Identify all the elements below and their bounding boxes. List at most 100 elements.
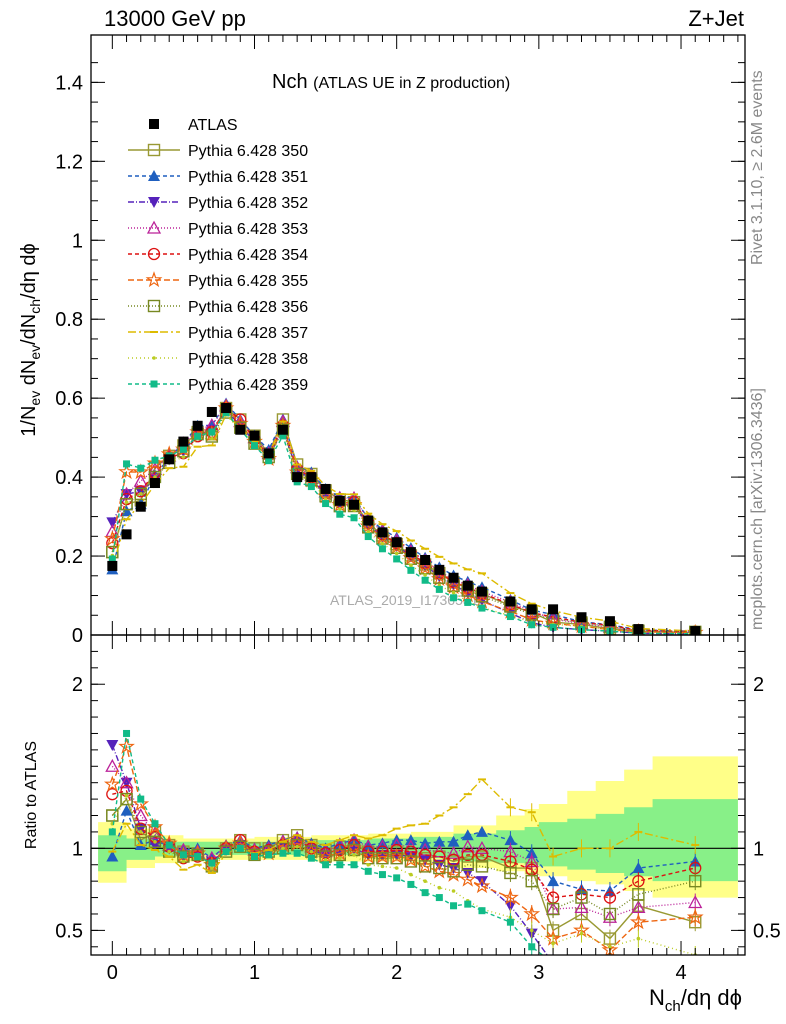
ratio-point xyxy=(120,804,133,816)
atlas-data-point xyxy=(576,612,587,623)
ratio-point xyxy=(692,960,699,967)
legend-marker xyxy=(145,271,163,288)
ratio-point xyxy=(447,835,460,847)
series-point xyxy=(194,432,202,440)
series-point xyxy=(364,533,372,541)
ratio-point xyxy=(523,905,541,922)
ratio-point xyxy=(632,862,645,874)
ratio-point xyxy=(179,851,187,859)
ratio-point xyxy=(251,853,258,861)
series-point xyxy=(463,568,472,571)
ratio-point xyxy=(689,958,701,969)
series-point xyxy=(477,572,486,575)
atlas-data-point xyxy=(107,560,118,571)
series-point xyxy=(435,555,444,558)
atlas-data-point xyxy=(135,501,146,512)
ratio-point xyxy=(148,840,161,852)
ratio-point xyxy=(409,872,413,877)
ratio-point xyxy=(546,902,560,916)
chart-title-sub: (ATLAS UE in Z production) xyxy=(313,75,510,92)
series-point xyxy=(120,505,133,517)
legend-marker xyxy=(152,356,156,360)
ratio-point xyxy=(404,845,418,858)
legend-entry-pythia-6-428-356: Pythia 6.428 356 xyxy=(128,299,308,316)
ratio-point xyxy=(208,859,216,867)
x-tick-label: 2 xyxy=(391,962,402,984)
legend-label: Pythia 6.428 358 xyxy=(188,351,308,368)
ratio-point xyxy=(390,851,403,865)
atlas-data-point xyxy=(434,564,445,575)
ratio-point xyxy=(124,794,129,798)
legend-label: Pythia 6.428 352 xyxy=(188,195,308,212)
series-point xyxy=(322,500,330,508)
legend-label: Pythia 6.428 350 xyxy=(188,143,308,160)
ratio-point xyxy=(525,874,538,888)
legend-entry-pythia-6-428-355: Pythia 6.428 355 xyxy=(128,271,308,290)
ratio-point xyxy=(608,944,612,949)
atlas-data-point xyxy=(405,547,416,558)
series-point xyxy=(366,530,371,534)
series-point xyxy=(307,469,316,472)
legend-marker xyxy=(150,331,158,333)
series-point xyxy=(151,456,159,464)
series-point xyxy=(165,467,174,470)
atlas-data-point xyxy=(604,616,615,627)
ratio-point xyxy=(423,879,427,883)
ratio-point xyxy=(165,855,174,858)
y-tick-label-right: 2 xyxy=(753,674,764,696)
series-point xyxy=(179,465,188,468)
ratio-point xyxy=(550,960,557,967)
series-point xyxy=(378,545,386,553)
ratio-line xyxy=(111,808,696,892)
atlas-data-point xyxy=(221,403,232,414)
legend-marker xyxy=(147,143,161,157)
series-point xyxy=(393,555,401,563)
atlas-data-point xyxy=(548,604,559,615)
atlas-data-point xyxy=(206,406,217,417)
watermark: ATLAS_2019_I1736531 xyxy=(330,592,479,608)
ratio-point xyxy=(421,889,429,897)
watermark-text: ATLAS_2019_I1736531 xyxy=(330,592,479,608)
ratio-point xyxy=(636,936,641,941)
ratio-point xyxy=(335,839,344,842)
y-tick-label: 0.2 xyxy=(55,546,83,568)
ratio-point xyxy=(236,844,244,852)
series-line xyxy=(111,413,696,632)
ratio-point xyxy=(333,848,347,862)
svg-text:Nch (ATLAS UE in Z production): Nch (ATLAS UE in Z production) xyxy=(272,71,510,93)
series-point xyxy=(421,576,429,584)
plot-frame xyxy=(90,634,746,956)
legend-entry-pythia-6-428-350: Pythia 6.428 350 xyxy=(128,143,308,160)
ratio-point xyxy=(364,837,373,840)
x-tick-label: 1 xyxy=(249,962,260,984)
ratio-point xyxy=(307,854,315,862)
ratio-point xyxy=(165,841,173,849)
ratio-point xyxy=(108,850,117,853)
ratio-point xyxy=(148,835,162,848)
ratio-point xyxy=(321,844,330,847)
legend-label: Pythia 6.428 359 xyxy=(188,377,308,394)
series-point xyxy=(251,442,258,450)
series-point xyxy=(293,463,302,466)
ratio-point xyxy=(502,888,519,905)
ratio-point xyxy=(378,871,386,879)
legend-marker xyxy=(147,299,161,313)
ratio-line xyxy=(111,778,696,874)
ratio-point xyxy=(179,868,188,871)
ratio-point xyxy=(191,848,204,862)
ratio-point xyxy=(106,739,119,751)
ratio-point xyxy=(378,834,387,837)
ratio-point xyxy=(527,811,536,814)
atlas-data-point xyxy=(235,424,246,435)
ratio-point xyxy=(691,844,700,847)
atlas-data-point xyxy=(420,555,431,565)
ratio-panel: 0 1 2 3 4 0.5 0.5 1 1 2 2 xyxy=(55,634,781,984)
ratio-point xyxy=(293,849,301,857)
ratio-point xyxy=(361,839,376,853)
ratio-point xyxy=(463,793,472,796)
ratio-point xyxy=(279,849,287,857)
series-point xyxy=(123,460,131,468)
series-point xyxy=(350,493,359,496)
ratio-point xyxy=(606,963,613,970)
ratio-point xyxy=(108,828,116,836)
